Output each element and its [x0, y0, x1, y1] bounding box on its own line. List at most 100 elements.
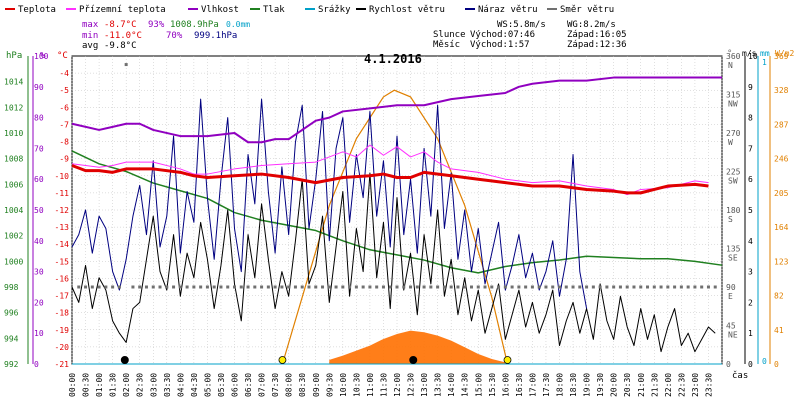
legend-item-label: Přízemní teplota	[79, 5, 166, 15]
legend-item-label: Vlhkost	[201, 5, 239, 15]
wind-tick-label: 8	[748, 114, 753, 123]
time-tick-label: 06:00	[231, 373, 240, 397]
time-tick-label: 06:30	[244, 373, 253, 397]
wind-tick-label: 3	[748, 268, 753, 277]
time-tick-label: 20:00	[610, 373, 619, 397]
radiation-tick-label: 246	[774, 155, 789, 164]
wind-direction-point	[104, 285, 108, 289]
wind-direction-point	[111, 285, 115, 289]
wind-direction-point	[463, 285, 467, 289]
time-tick-label: 02:30	[136, 373, 145, 397]
stat-max-label: max	[82, 20, 99, 30]
temperature-tick-label: -16	[55, 274, 70, 283]
time-tick-label: 13:00	[420, 373, 429, 397]
wind-direction-point	[233, 285, 236, 289]
wind-direction-point	[334, 285, 338, 289]
unit-time: čas	[732, 370, 748, 381]
wind-direction-point	[436, 285, 440, 289]
sun-label: Slunce	[433, 30, 466, 40]
wind-direction-point	[314, 285, 318, 289]
time-tick-label: 17:00	[528, 373, 537, 397]
temperature-tick-label: -14	[55, 240, 70, 249]
time-tick-label: 03:30	[163, 373, 172, 397]
stat-min-label: min	[82, 31, 98, 41]
wind-direction-point	[700, 285, 704, 289]
wind-direction-point	[165, 285, 169, 289]
pressure-tick-label: 994	[4, 334, 19, 343]
sunrise: Východ:07:46	[470, 30, 535, 40]
wind-direction-point	[131, 285, 135, 289]
time-tick-label: 22:00	[664, 373, 673, 397]
wind-direction-point	[591, 285, 595, 289]
direction-tick-label: 315	[726, 91, 741, 100]
wind-direction-point	[273, 285, 277, 289]
moonset: Západ:12:36	[567, 40, 627, 50]
legend-item-label: Teplota	[18, 5, 56, 15]
wind-direction-point	[354, 285, 358, 289]
time-tick-label: 08:00	[285, 373, 294, 397]
wind-direction-point	[686, 285, 690, 289]
wind-direction-point	[219, 285, 223, 289]
wind-direction-point	[666, 285, 670, 289]
unit-deg: °	[727, 49, 732, 59]
humidity-tick-label: 60	[34, 175, 44, 184]
astro-block: WS:5.8m/s WG:8.2m/s Slunce Východ:07:46 …	[433, 20, 627, 50]
time-tick-label: 01:00	[95, 373, 104, 397]
time-tick-label: 23:00	[691, 373, 700, 397]
wind-direction-point	[226, 285, 230, 289]
unit-pct: %	[40, 51, 46, 61]
solar-radiation-layer	[329, 330, 506, 364]
wind-direction-point	[585, 285, 589, 289]
wind-direction-point	[693, 285, 697, 289]
temperature-tick-label: -15	[55, 257, 70, 266]
wind-direction-point	[422, 285, 426, 289]
time-tick-label: 18:30	[569, 373, 578, 397]
time-tick-label: 02:00	[122, 373, 131, 397]
direction-tick-label: 270	[726, 129, 741, 138]
wind-tick-label: 5	[748, 206, 753, 215]
humidity-tick-label: 0	[34, 360, 39, 369]
wind-direction-point	[300, 285, 304, 289]
wind-direction-point	[77, 285, 81, 289]
wind-direction-point	[469, 285, 473, 289]
pressure-tick-label: 1008	[4, 155, 23, 164]
wind-direction-point	[395, 285, 399, 289]
time-tick-label: 20:30	[623, 373, 632, 397]
time-tick-label: 16:30	[515, 373, 524, 397]
wind-direction-point	[266, 285, 270, 289]
wind-direction-point	[442, 285, 446, 289]
temperature-tick-label: -20	[55, 343, 70, 352]
temperature-tick-label: -6	[59, 103, 69, 112]
wind-tick-label: 4	[748, 237, 753, 246]
wind-direction-point	[551, 285, 555, 289]
time-tick-label: 00:30	[82, 373, 91, 397]
wind-direction-point	[158, 285, 162, 289]
direction-tick-label: 360	[726, 52, 741, 61]
stat-max-rain: 0.0mm	[226, 20, 250, 29]
unit-ms: m/s	[742, 49, 757, 58]
time-tick-label: 01:30	[109, 373, 118, 397]
moon-label: Měsíc	[433, 40, 460, 50]
temperature-tick-label: -5	[59, 86, 69, 95]
sunset-marker	[503, 356, 512, 364]
time-tick-label: 05:00	[203, 373, 212, 397]
time-tick-label: 05:30	[217, 373, 226, 397]
wind-direction-point	[429, 285, 433, 289]
wind-direction-point	[558, 285, 561, 289]
time-tick-label: 07:30	[271, 373, 280, 397]
rain-tick-label: 0	[762, 357, 767, 366]
wind-direction-point	[618, 285, 622, 289]
time-tick-label: 18:00	[556, 373, 565, 397]
wind-direction-point	[544, 285, 548, 289]
unit-hpa: hPa	[6, 51, 22, 61]
wind-tick-label: 0	[748, 360, 753, 369]
wind-direction-point	[287, 285, 291, 289]
humidity-tick-label: 20	[34, 298, 44, 307]
wind-direction-point	[280, 285, 284, 289]
wind-direction-point	[449, 285, 453, 289]
direction-compass-label: S	[728, 215, 733, 224]
stats-block: max -8.7°C 93% 1008.9hPa 0.0mm min -11.0…	[82, 20, 250, 51]
direction-compass-label: SE	[728, 254, 738, 263]
direction-compass-label: NE	[728, 331, 738, 340]
wind-direction-point	[652, 285, 656, 289]
